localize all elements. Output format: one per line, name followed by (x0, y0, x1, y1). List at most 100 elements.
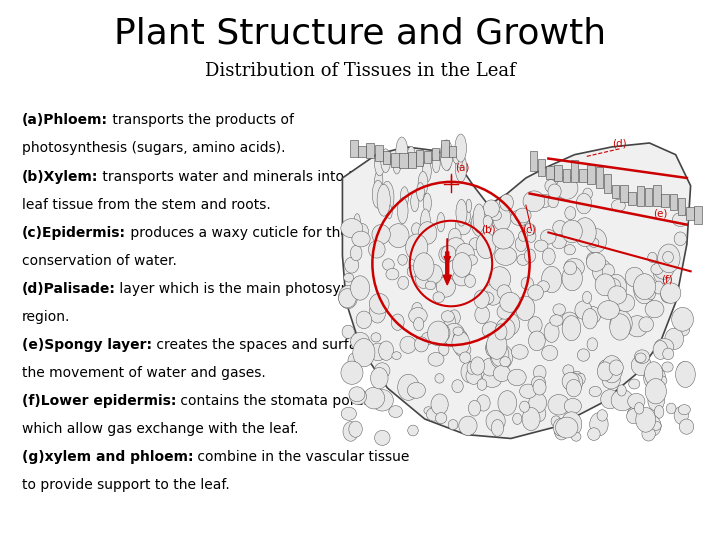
Ellipse shape (433, 292, 444, 303)
Ellipse shape (564, 399, 582, 414)
Ellipse shape (517, 254, 529, 265)
Ellipse shape (631, 355, 652, 376)
Ellipse shape (585, 228, 606, 253)
Ellipse shape (348, 421, 362, 437)
Ellipse shape (431, 394, 449, 415)
Ellipse shape (391, 314, 404, 330)
Ellipse shape (369, 241, 385, 258)
Ellipse shape (455, 343, 471, 357)
Ellipse shape (528, 331, 545, 350)
Text: creates the spaces and surfaces for: creates the spaces and surfaces for (152, 338, 404, 352)
Text: (d): (d) (612, 139, 626, 149)
Ellipse shape (648, 252, 657, 262)
Ellipse shape (528, 285, 544, 300)
Ellipse shape (562, 220, 582, 243)
Ellipse shape (564, 245, 575, 255)
Bar (629, 192, 636, 205)
Ellipse shape (487, 332, 507, 359)
Text: Distribution of Tissues in the Leaf: Distribution of Tissues in the Leaf (204, 62, 516, 80)
Bar (571, 160, 578, 181)
Ellipse shape (482, 370, 502, 387)
Ellipse shape (666, 403, 676, 414)
Ellipse shape (369, 301, 386, 323)
Ellipse shape (449, 228, 461, 245)
Ellipse shape (482, 322, 499, 338)
Ellipse shape (449, 420, 458, 430)
Ellipse shape (528, 393, 546, 413)
Text: (c): (c) (522, 225, 536, 234)
Ellipse shape (364, 387, 384, 409)
Ellipse shape (353, 339, 375, 367)
Ellipse shape (566, 380, 581, 397)
Text: (b)Xylem:: (b)Xylem: (22, 170, 98, 184)
Ellipse shape (610, 310, 632, 336)
Text: combine in the vascular tissue: combine in the vascular tissue (193, 450, 410, 464)
Ellipse shape (421, 332, 435, 345)
Ellipse shape (675, 361, 696, 387)
Ellipse shape (426, 281, 436, 290)
Ellipse shape (653, 341, 667, 360)
Ellipse shape (602, 264, 614, 279)
Ellipse shape (453, 327, 463, 335)
Ellipse shape (372, 225, 390, 244)
Ellipse shape (412, 302, 423, 316)
Ellipse shape (556, 177, 578, 199)
Ellipse shape (475, 306, 490, 323)
Ellipse shape (660, 283, 681, 303)
Ellipse shape (645, 300, 664, 318)
Ellipse shape (436, 413, 447, 423)
Ellipse shape (508, 369, 526, 386)
Ellipse shape (461, 361, 478, 383)
Ellipse shape (417, 183, 424, 201)
Ellipse shape (679, 419, 694, 434)
Ellipse shape (440, 140, 453, 171)
Ellipse shape (472, 210, 492, 237)
Ellipse shape (389, 406, 402, 417)
Bar (441, 140, 449, 158)
Bar (366, 143, 374, 158)
Ellipse shape (351, 332, 369, 350)
Ellipse shape (483, 284, 503, 305)
Ellipse shape (495, 324, 507, 340)
Ellipse shape (642, 427, 655, 441)
Ellipse shape (387, 224, 409, 248)
Ellipse shape (587, 338, 598, 351)
Ellipse shape (497, 304, 513, 319)
Ellipse shape (561, 422, 572, 433)
Ellipse shape (490, 210, 502, 220)
Ellipse shape (444, 315, 456, 330)
Text: the movement of water and gases.: the movement of water and gases. (22, 366, 266, 380)
Ellipse shape (400, 187, 408, 207)
Ellipse shape (372, 389, 393, 411)
Bar (612, 185, 619, 198)
Ellipse shape (485, 340, 497, 355)
Ellipse shape (617, 385, 626, 396)
Ellipse shape (372, 180, 384, 208)
Ellipse shape (645, 379, 667, 404)
Ellipse shape (657, 376, 667, 386)
Ellipse shape (651, 421, 661, 430)
Ellipse shape (471, 357, 485, 375)
Ellipse shape (356, 311, 372, 329)
Ellipse shape (520, 384, 536, 399)
Text: conservation of water.: conservation of water. (22, 254, 176, 268)
Ellipse shape (542, 248, 555, 265)
Ellipse shape (464, 275, 475, 287)
Ellipse shape (651, 264, 663, 275)
Ellipse shape (520, 401, 529, 412)
Ellipse shape (603, 278, 621, 294)
Ellipse shape (498, 390, 517, 415)
Ellipse shape (518, 231, 528, 241)
Text: (e)Spongy layer:: (e)Spongy layer: (22, 338, 152, 352)
Ellipse shape (432, 154, 440, 173)
Ellipse shape (532, 406, 546, 422)
Bar (588, 165, 595, 184)
Ellipse shape (662, 348, 674, 360)
Bar (416, 150, 423, 166)
Ellipse shape (678, 404, 690, 415)
Bar (636, 186, 644, 206)
Ellipse shape (610, 314, 630, 340)
Ellipse shape (490, 345, 513, 369)
Ellipse shape (473, 204, 485, 233)
Ellipse shape (449, 310, 460, 325)
